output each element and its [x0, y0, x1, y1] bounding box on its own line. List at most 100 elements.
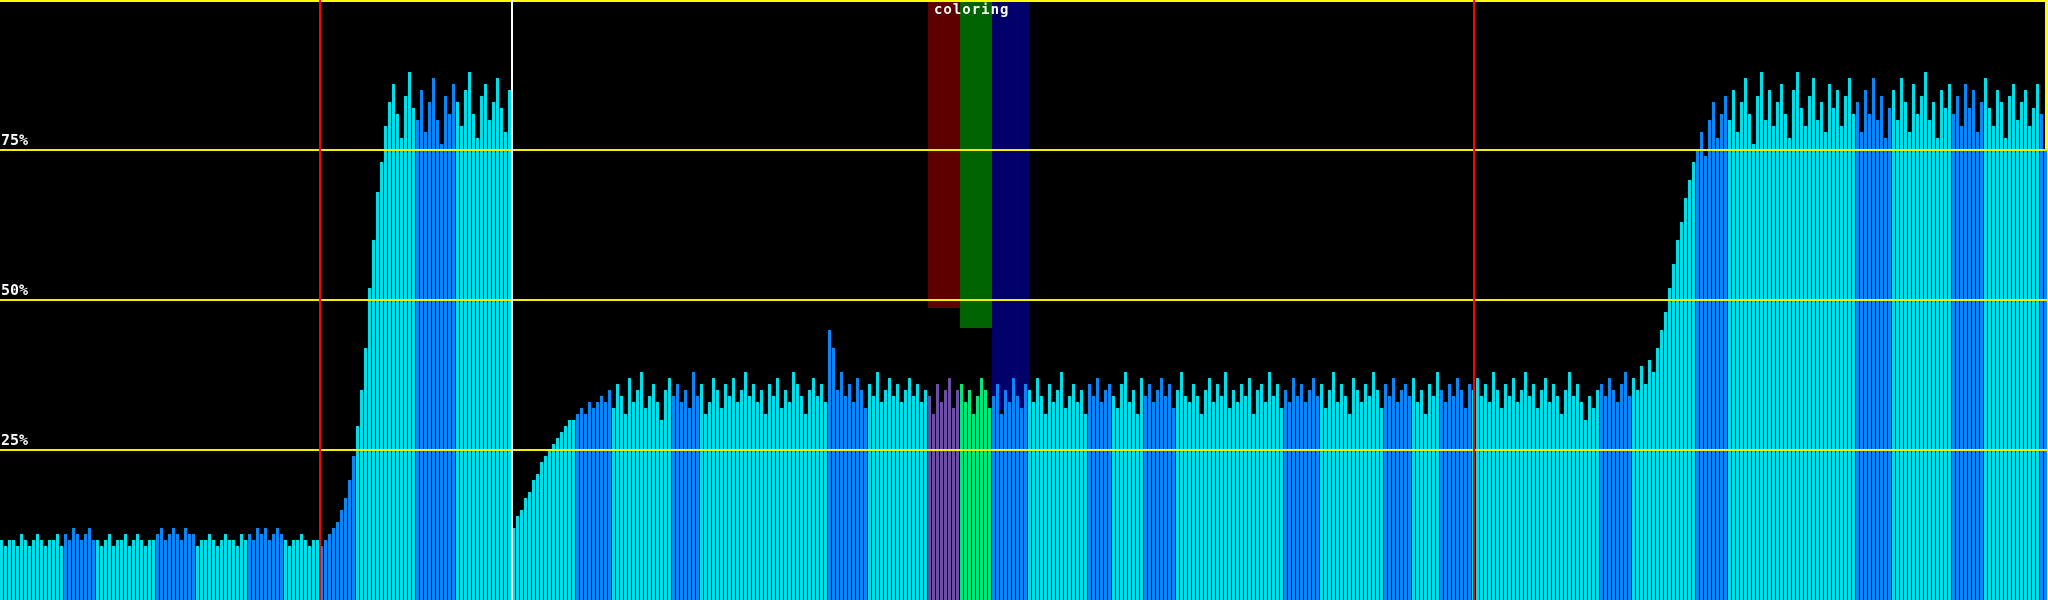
bar — [1480, 396, 1483, 600]
bar — [912, 396, 915, 600]
bar — [196, 546, 199, 600]
bar — [1612, 390, 1615, 600]
bar — [816, 396, 819, 600]
bar — [1744, 78, 1747, 600]
bar — [1820, 102, 1823, 600]
bar — [880, 402, 883, 600]
bar — [176, 534, 179, 600]
bar — [148, 540, 151, 600]
bar — [1888, 108, 1891, 600]
marker-red-2 — [1473, 0, 1475, 600]
bar — [1056, 390, 1059, 600]
bar — [1212, 402, 1215, 600]
bar — [360, 390, 363, 600]
bar — [440, 144, 443, 600]
bar — [1840, 126, 1843, 600]
bar — [1488, 402, 1491, 600]
bar — [1360, 402, 1363, 600]
bar — [736, 402, 739, 600]
bar — [1308, 390, 1311, 600]
bar — [784, 390, 787, 600]
bar — [428, 102, 431, 600]
bar — [400, 138, 403, 600]
bar — [1512, 378, 1515, 600]
tick-label-25: 25% — [1, 431, 29, 449]
bar — [1560, 414, 1563, 600]
bar — [596, 402, 599, 600]
bar — [36, 534, 39, 600]
bar — [588, 402, 591, 600]
bar — [1384, 384, 1387, 600]
bar — [40, 540, 43, 600]
bar — [1132, 390, 1135, 600]
bar — [1944, 108, 1947, 600]
bar — [1508, 396, 1511, 600]
bar — [984, 390, 987, 600]
bar — [2000, 102, 2003, 600]
bar — [1256, 390, 1259, 600]
bar — [1584, 420, 1587, 600]
bar — [140, 540, 143, 600]
bar — [1096, 378, 1099, 600]
bar — [604, 402, 607, 600]
bar — [1604, 396, 1607, 600]
bar — [1396, 402, 1399, 600]
bar — [0, 540, 3, 600]
bar — [1668, 288, 1671, 600]
bar — [1332, 372, 1335, 600]
bar — [1084, 414, 1087, 600]
bar — [364, 348, 367, 600]
bar — [1884, 138, 1887, 600]
bar — [1760, 72, 1763, 600]
bar — [624, 414, 627, 600]
bar — [1496, 390, 1499, 600]
bar — [200, 540, 203, 600]
bar — [2040, 114, 2043, 600]
bar — [1544, 378, 1547, 600]
bar — [1456, 378, 1459, 600]
bar — [1356, 390, 1359, 600]
bar — [1552, 384, 1555, 600]
bar — [1236, 402, 1239, 600]
bar — [1376, 390, 1379, 600]
bar — [648, 396, 651, 600]
bar — [92, 540, 95, 600]
bar — [404, 96, 407, 600]
bar — [1412, 378, 1415, 600]
bar — [236, 546, 239, 600]
bar — [1908, 132, 1911, 600]
bar — [1032, 402, 1035, 600]
bar — [408, 72, 411, 600]
bar — [520, 510, 523, 600]
bar — [180, 540, 183, 600]
bar — [244, 540, 247, 600]
bar — [1796, 72, 1799, 600]
bar — [96, 540, 99, 600]
bar — [580, 408, 583, 600]
bar — [1776, 102, 1779, 600]
bar — [216, 546, 219, 600]
bar — [1648, 360, 1651, 600]
bar — [992, 396, 995, 600]
bar — [1832, 108, 1835, 600]
bar — [1136, 414, 1139, 600]
bar — [460, 126, 463, 600]
bar — [2044, 150, 2047, 600]
bar — [1284, 390, 1287, 600]
bar — [692, 372, 695, 600]
bar — [1280, 408, 1283, 600]
bar — [1300, 384, 1303, 600]
bar — [240, 534, 243, 600]
bar — [772, 396, 775, 600]
bar — [1196, 396, 1199, 600]
bar — [1240, 384, 1243, 600]
bar — [1980, 102, 1983, 600]
bar — [1104, 390, 1107, 600]
bar — [592, 408, 595, 600]
bar — [1644, 384, 1647, 600]
bar — [1792, 90, 1795, 600]
bar — [1816, 120, 1819, 600]
bar — [168, 534, 171, 600]
bar — [884, 390, 887, 600]
bar — [1248, 378, 1251, 600]
